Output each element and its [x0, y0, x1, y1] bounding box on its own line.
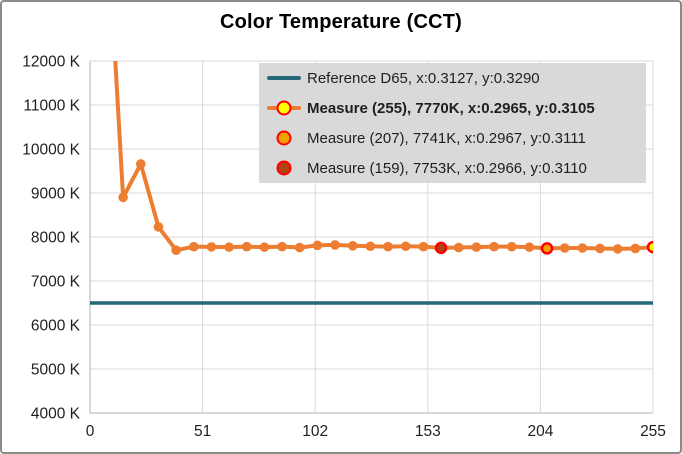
- data-point-marker: [171, 245, 181, 255]
- legend-label: Measure (207), 7741K, x:0.2967, y:0.3111: [307, 129, 586, 147]
- legend-label: Measure (159), 7753K, x:0.2966, y:0.3110: [307, 159, 587, 177]
- legend-label: Reference D65, x:0.3127, y:0.3290: [307, 69, 540, 87]
- data-point-marker: [330, 240, 340, 250]
- data-point-marker: [224, 242, 234, 252]
- data-point-marker: [577, 243, 588, 253]
- data-point-marker: [365, 241, 376, 252]
- data-point-marker: [524, 242, 535, 252]
- data-point-marker: [347, 241, 358, 251]
- data-point-marker: [630, 243, 641, 254]
- data-point-marker: [312, 240, 323, 251]
- y-axis-tick-label: 12000 K: [22, 54, 80, 71]
- data-point-marker: [259, 242, 270, 252]
- legend-marker-icon: [276, 130, 292, 146]
- y-axis-tick-label: 11000 K: [23, 98, 80, 115]
- measure-series-group: [113, 61, 653, 255]
- legend-marker-icon: [276, 100, 292, 116]
- x-axis-tick-label: 102: [302, 423, 328, 440]
- x-axis-tick-label: 255: [640, 423, 666, 440]
- y-axis-tick-label: 4000 K: [31, 406, 81, 423]
- data-point-marker: [595, 243, 605, 254]
- data-point-marker: [559, 243, 570, 253]
- x-axis-tick-label: 153: [415, 423, 441, 440]
- y-axis-tick-label: 8000 K: [31, 230, 81, 247]
- y-axis-tick-label: 10000 K: [22, 142, 80, 159]
- data-point-marker: [453, 242, 464, 253]
- legend-item: Reference D65, x:0.3127, y:0.3290: [259, 63, 646, 93]
- legend-swatch: [259, 153, 305, 183]
- data-point-marker: [489, 241, 499, 252]
- data-point-marker: [383, 241, 393, 252]
- data-point-marker: [612, 244, 623, 254]
- highlight-marker-255: [646, 240, 653, 254]
- legend-swatch: [259, 93, 305, 123]
- data-point-marker: [241, 241, 252, 252]
- legend-swatch: [259, 63, 305, 93]
- x-axis-tick-label: 0: [86, 423, 95, 440]
- y-axis-tick-label: 5000 K: [31, 362, 81, 379]
- highlight-marker-159: [434, 241, 448, 255]
- legend-line-swatch-icon: [267, 76, 301, 80]
- legend-marker-icon: [276, 160, 292, 176]
- y-axis-tick-label: 7000 K: [31, 274, 81, 291]
- chart-legend: Reference D65, x:0.3127, y:0.3290 Measure…: [259, 63, 646, 183]
- y-axis-tick-label: 9000 K: [31, 186, 81, 203]
- y-axis-tick-label: 6000 K: [31, 318, 81, 335]
- legend-item: Measure (255), 7770K, x:0.2965, y:0.3105: [259, 93, 646, 123]
- data-point-marker: [400, 241, 411, 252]
- data-point-marker: [118, 192, 128, 203]
- highlight-marker-207: [540, 242, 554, 255]
- x-axis-tick-label: 204: [527, 423, 553, 440]
- data-point-marker: [135, 159, 146, 169]
- data-point-marker: [188, 241, 199, 252]
- data-point-marker: [471, 242, 482, 252]
- data-point-marker: [294, 242, 305, 253]
- legend-label: Measure (255), 7770K, x:0.2965, y:0.3105: [307, 99, 595, 117]
- data-point-marker: [206, 242, 217, 252]
- legend-item: Measure (159), 7753K, x:0.2966, y:0.3110: [259, 153, 646, 183]
- legend-swatch: [259, 123, 305, 153]
- x-axis-tick-label: 51: [194, 423, 211, 440]
- chart-title: Color Temperature (CCT): [219, 11, 463, 33]
- legend-item: Measure (207), 7741K, x:0.2967, y:0.3111: [259, 123, 646, 153]
- data-point-marker: [277, 241, 287, 252]
- data-point-marker: [506, 241, 517, 252]
- data-point-marker: [153, 222, 164, 232]
- data-point-marker: [418, 241, 429, 252]
